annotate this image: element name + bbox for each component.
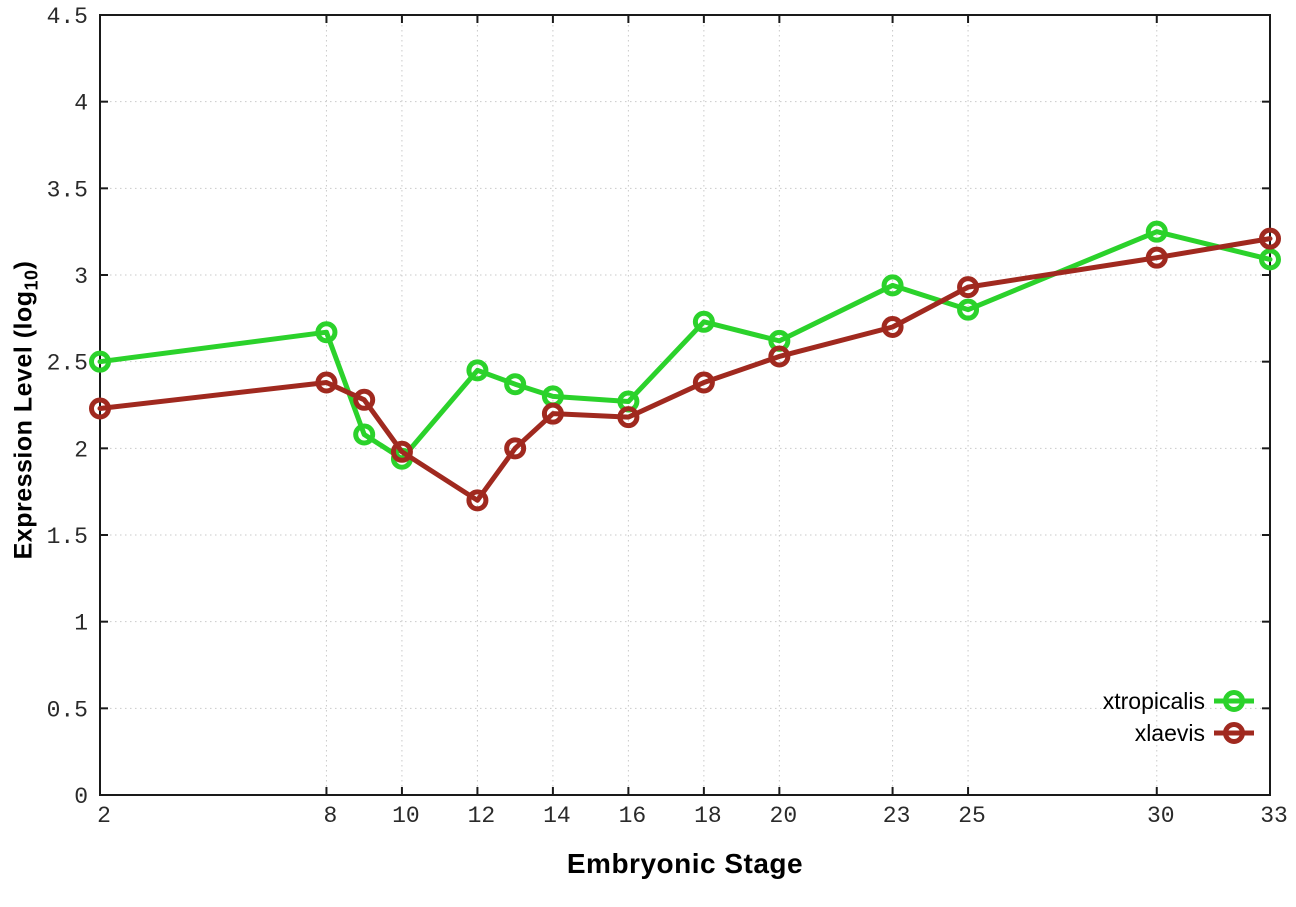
y-tick-label: 4 xyxy=(74,91,88,117)
y-axis-title-close: ) xyxy=(9,260,38,270)
data-point-xlaevis xyxy=(1259,227,1281,250)
legend-label-xlaevis: xlaevis xyxy=(1135,720,1205,746)
data-point-xtropicalis xyxy=(881,274,904,297)
y-tick-label: 1 xyxy=(74,611,88,637)
y-tick-label: 0.5 xyxy=(47,697,88,723)
x-tick-label: 10 xyxy=(392,803,420,829)
data-point-xlaevis xyxy=(315,371,338,394)
data-point-xlaevis xyxy=(466,489,489,512)
y-tick-label: 0 xyxy=(74,784,88,810)
x-tick-label: 30 xyxy=(1147,803,1175,829)
x-tick-label: 8 xyxy=(324,803,338,829)
legend-marker-xlaevis xyxy=(1223,722,1245,744)
data-point-xtropicalis xyxy=(504,373,527,396)
y-axis-title-subscript: 10 xyxy=(21,269,42,291)
plot-border xyxy=(99,14,1271,796)
x-tick-label: 12 xyxy=(468,803,496,829)
data-point-xlaevis xyxy=(957,276,980,299)
x-tick-label: 25 xyxy=(958,803,986,829)
data-point-xlaevis xyxy=(1145,246,1168,269)
data-point-xlaevis xyxy=(541,402,564,425)
y-tick-label: 2.5 xyxy=(47,351,88,377)
data-point-xtropicalis xyxy=(353,423,376,446)
data-point-xtropicalis xyxy=(89,350,111,373)
y-tick-label: 4.5 xyxy=(47,4,88,30)
x-axis-title: Embryonic Stage xyxy=(566,848,804,879)
data-point-xlaevis xyxy=(617,406,640,429)
y-tick-label: 3.5 xyxy=(47,177,88,203)
y-tick-label: 2 xyxy=(74,437,88,463)
x-tick-label: 18 xyxy=(694,803,722,829)
legend-label-xtropicalis: xtropicalis xyxy=(1103,688,1205,714)
data-point-xlaevis xyxy=(692,371,715,394)
data-point-xlaevis xyxy=(353,388,376,411)
data-point-xlaevis xyxy=(504,437,527,460)
x-tick-label: 2 xyxy=(97,803,111,829)
x-tick-label: 20 xyxy=(770,803,798,829)
x-tick-label: 16 xyxy=(619,803,647,829)
legend-marker-xtropicalis xyxy=(1223,690,1245,712)
data-point-xlaevis xyxy=(881,316,904,338)
series-line-xlaevis xyxy=(97,236,1273,503)
x-tick-label: 23 xyxy=(883,803,911,829)
y-axis-title: Expression Level (log10) xyxy=(10,261,43,560)
data-point-xtropicalis xyxy=(1145,220,1168,243)
data-point-xlaevis xyxy=(89,397,111,420)
data-point-xlaevis xyxy=(768,345,791,368)
y-tick-label: 3 xyxy=(74,264,88,290)
data-point-xtropicalis xyxy=(692,310,715,333)
data-point-xtropicalis xyxy=(1259,248,1281,271)
data-point-xtropicalis xyxy=(315,321,338,344)
data-point-xtropicalis xyxy=(466,359,489,382)
x-tick-label: 14 xyxy=(543,803,571,829)
data-point-xlaevis xyxy=(390,440,413,463)
y-tick-label: 1.5 xyxy=(47,524,88,550)
data-point-xtropicalis xyxy=(957,298,980,321)
x-tick-label: 33 xyxy=(1260,803,1288,829)
y-axis-title-text: Expression Level (log xyxy=(9,290,38,560)
